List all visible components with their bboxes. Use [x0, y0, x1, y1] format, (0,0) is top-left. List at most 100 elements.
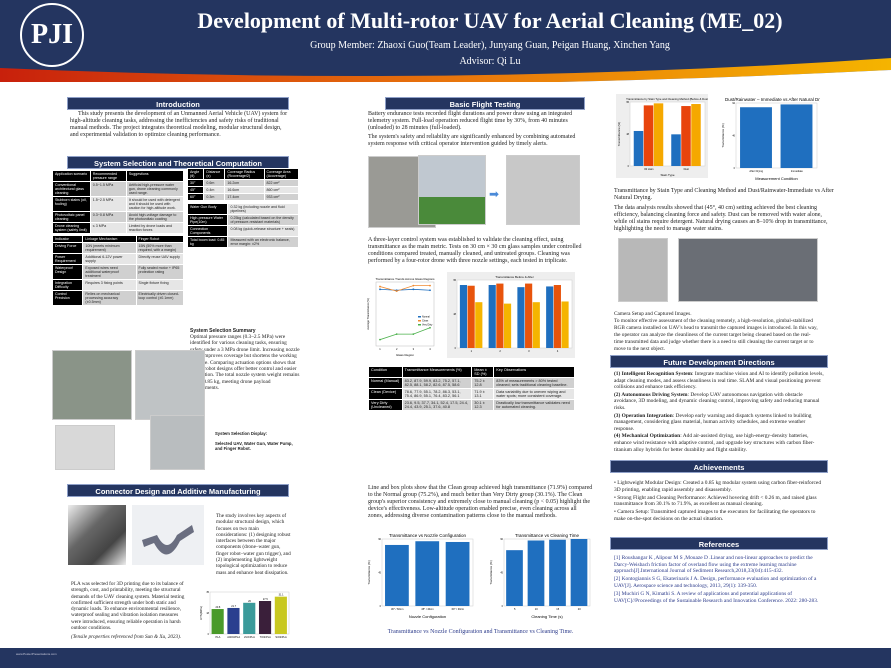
- water-gun-photo: [55, 425, 115, 470]
- chart-text: Cleaning Time (s): [531, 614, 563, 619]
- chart-text: 2: [499, 349, 501, 353]
- header-swoosh: [0, 58, 891, 82]
- legend-swatch: [418, 316, 421, 318]
- results-table: Condition Transmittance Measurements (%) M…: [368, 366, 575, 411]
- bar: [445, 541, 470, 606]
- chart-text: 0: [455, 347, 457, 350]
- table-cell: It should be used with detergent and it …: [125, 196, 185, 212]
- table-header-row: Angle (θ) Distance (x) Coverage Radius (Rc…: [186, 168, 300, 180]
- chart-text: 0: [380, 605, 382, 608]
- angle-table-wrap: Angle (θ) Distance (x) Coverage Radius (Rc…: [186, 168, 300, 248]
- future-item-head: (3) Operation Integration: [614, 412, 673, 419]
- chart-text: Transmittance Before & After: [495, 275, 533, 279]
- table-cell: 0.08 kg (quick-release structure + seals…: [227, 225, 299, 237]
- table-row: Very Dirty (Uncleaned) 23.6, 9.5, 37.7, 3…: [368, 399, 575, 411]
- table-cell: 75.2 ± 12.8: [471, 377, 495, 389]
- flight-text-4: Line and box plots show that the Clean g…: [368, 485, 593, 519]
- bar: [385, 544, 409, 606]
- table-row: Clean (Device) 78.6, 77.9, 55.1, 78.2, 86…: [368, 388, 575, 400]
- table-cell: Relies on mechanical processing accuracy…: [82, 290, 137, 306]
- column-header: Finger Robot: [135, 235, 184, 243]
- chart-text: Transmittance by Stain Type and Cleaning…: [626, 97, 708, 101]
- bar: [633, 130, 644, 166]
- bar: [506, 550, 523, 606]
- connector-plate-cad: [68, 505, 126, 565]
- bar: [643, 105, 654, 166]
- chart-text: Stain Type: [660, 173, 674, 177]
- table-cell: 83.2, 87.9, 59.9, 83.2, 75.2, 57.1, 82.5…: [401, 377, 473, 389]
- flight-text-3: A three-layer control system was establi…: [368, 237, 582, 264]
- series-line: [379, 285, 430, 292]
- chart-text: Clean: [422, 320, 429, 323]
- nozzle-configuration-chart: Transmittance vs Nozzle Configuration Tra…: [367, 533, 474, 619]
- camera-title: Camera Setup and Captured Images.: [614, 311, 692, 317]
- chart-text: 48: [453, 313, 456, 316]
- connector-text: The study involves key aspects of modula…: [216, 513, 291, 576]
- legend-swatch: [418, 320, 421, 322]
- table-cell: Data variability due to uneven wiping an…: [493, 388, 575, 400]
- table-cell: Requires 3 fixing points: [82, 279, 137, 291]
- future-item-head: (1) Intelligent Recognition System: [614, 371, 693, 377]
- table-row: Waterproof Design Exposed wires need addi…: [51, 264, 184, 280]
- table-cell: Measured with an electronic balance, err…: [227, 236, 299, 248]
- bar: [525, 283, 533, 348]
- table-cell: 0.25kg (calculated based on the density …: [227, 214, 299, 226]
- table-row: Conventional architectural glass cleanin…: [52, 181, 185, 197]
- bar: [415, 541, 440, 606]
- bar: [671, 134, 681, 166]
- table-cell: Directly reuse UAV supply: [135, 253, 184, 265]
- chart-text: UTS(MPa): [199, 606, 203, 620]
- table-row: Control Precision Relies on mechanical pr…: [51, 290, 184, 306]
- actuation-table: Indicator Linkage Mechanism Finger Robot Dr…: [51, 235, 184, 306]
- bar: [459, 285, 468, 348]
- future-item: (2) Autonomous Driving System: Develop U…: [614, 392, 826, 412]
- chart-text: 90: [500, 538, 503, 541]
- chart-text: 1: [471, 349, 473, 353]
- finger-robot-photo: [150, 415, 205, 470]
- uav-photo: [52, 350, 132, 420]
- table-cell: 71.9 ± 13.1: [471, 388, 495, 400]
- connector-bracket-cad: [132, 505, 204, 565]
- section-header-introduction: Introduction: [67, 97, 289, 110]
- summary-text: Optimal pressure ranges (0.3–2.5 MPa) we…: [190, 334, 300, 391]
- bar: [527, 540, 545, 606]
- chart-text: 27.5: [263, 598, 268, 601]
- table-cell: Single fixture fixing: [135, 279, 184, 291]
- section-header-system-selection: System Selection and Theoretical Computa…: [67, 156, 289, 169]
- chart-text: 20: [578, 607, 581, 611]
- data-point: [379, 338, 381, 341]
- chart-text: Al2O3/PLA: [227, 635, 240, 639]
- chart-text: 4: [557, 349, 559, 353]
- chart-text: Dust: [684, 167, 690, 171]
- summary-title: System Selection Summary: [190, 328, 256, 334]
- group-members: Group Member: Zhaoxi Guo(Team Leader), J…: [310, 40, 670, 51]
- future-item: (3) Operation Integration: Develop early…: [614, 413, 826, 433]
- bar: [517, 287, 525, 348]
- table-cell: 45°: [186, 186, 205, 194]
- bar: [227, 607, 240, 634]
- column-header: Distance (x): [203, 168, 226, 180]
- reference-item: [3] Muchiri G N, Kimathi S. A review of …: [614, 590, 819, 604]
- camera-setup-photo: [618, 238, 668, 302]
- chart-text: 48: [626, 133, 629, 136]
- table-row: Drone cleaning system (safety limit) ≤ 3 …: [52, 222, 185, 234]
- table-cell: Additional 6-12V power supply: [82, 253, 137, 265]
- column-header: Coverage Radius (Rcoverage/2): [224, 168, 265, 180]
- data-point: [429, 326, 431, 329]
- references-list: [1] Roushangar K ,Alipour M S ,Mouaze D …: [614, 555, 826, 606]
- bar: [211, 609, 224, 634]
- bar: [740, 107, 772, 168]
- table-header-row: Indicator Linkage Mechanism Finger Robot: [51, 235, 184, 243]
- chart-text: PLA: [215, 635, 220, 639]
- bar: [488, 285, 496, 348]
- section-header-references: References: [610, 537, 828, 550]
- chart-text: TiO2/PLA: [260, 635, 271, 639]
- legend-swatch: [418, 324, 421, 326]
- chart-text: Transmittance vs Nozzle Configuration: [389, 533, 467, 538]
- weight-table: Water Gun Body 0.32 kg (including nozzle …: [186, 203, 299, 248]
- data-point: [429, 284, 431, 287]
- chart-text: 0: [502, 605, 504, 608]
- bracket-shape-icon: [142, 525, 194, 555]
- table-cell: Very Dirty (Uncleaned): [368, 399, 403, 411]
- column-header: Key Observations: [493, 366, 575, 378]
